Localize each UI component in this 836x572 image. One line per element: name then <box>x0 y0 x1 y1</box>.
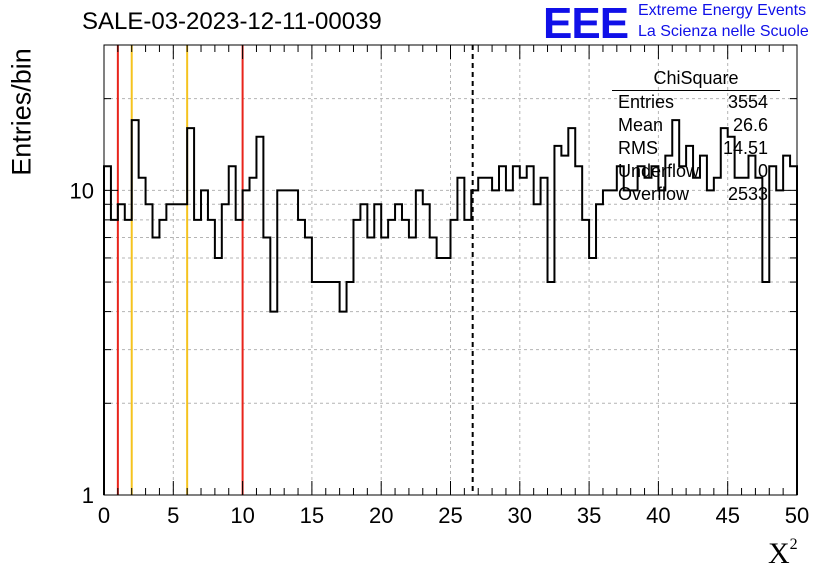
stats-key: Mean <box>618 115 664 135</box>
x-axis-label-superscript: 2 <box>789 536 798 553</box>
x-tick-label: 30 <box>508 503 532 528</box>
y-tick-label: 10 <box>70 178 94 203</box>
x-tick-label: 20 <box>369 503 393 528</box>
tick-labels: 0 5 10 15 20 25 30 35 40 45 50 1 10 <box>70 178 810 528</box>
reference-lines <box>116 45 474 495</box>
logo-subtitle-line1: Extreme Energy Events <box>638 2 807 19</box>
x-tick-label: 50 <box>785 503 809 528</box>
x-tick-label: 25 <box>438 503 462 528</box>
stats-row-underflow: Underflow 0 <box>612 160 780 183</box>
eee-logo: EEE <box>543 0 629 48</box>
stats-row-rms: RMS 14.51 <box>612 137 780 160</box>
stats-row-mean: Mean 26.6 <box>612 114 780 137</box>
x-tick-label: 45 <box>715 503 739 528</box>
y-axis-label: Entries/bin <box>6 48 37 176</box>
stats-row-entries: Entries 3554 <box>612 91 780 114</box>
x-tick-label: 35 <box>577 503 601 528</box>
stats-value: 14.51 <box>722 138 768 158</box>
stats-key: RMS <box>618 138 658 158</box>
stats-value: 0 <box>757 161 768 181</box>
x-tick-label: 10 <box>230 503 254 528</box>
stats-value: 3554 <box>727 92 768 112</box>
stats-value: 2533 <box>727 184 768 204</box>
histogram-series-line <box>103 119 798 495</box>
x-tick-label: 5 <box>167 503 179 528</box>
stats-value: 26.6 <box>732 115 768 135</box>
x-tick-label: 15 <box>300 503 324 528</box>
axes <box>103 44 798 496</box>
x-tick-label: 40 <box>646 503 670 528</box>
stats-key: Underflow <box>618 161 700 181</box>
logo-subtitle-line2: La Scienza nelle Scuole <box>638 23 809 40</box>
x-axis-label-base: X <box>768 537 790 570</box>
y-tick-label: 1 <box>82 483 94 508</box>
stats-box: ChiSquare Entries 3554 Mean 26.6 RMS 14.… <box>612 66 780 206</box>
x-tick-label: 0 <box>98 503 110 528</box>
grid-lines <box>104 45 797 495</box>
stats-row-overflow: Overflow 2533 <box>612 183 780 206</box>
stats-title: ChiSquare <box>612 66 780 91</box>
chart-title: SALE-03-2023-12-11-00039 <box>82 8 382 35</box>
stats-key: Overflow <box>618 184 690 204</box>
x-axis-label: X2 <box>768 536 798 571</box>
stats-key: Entries <box>618 92 675 112</box>
